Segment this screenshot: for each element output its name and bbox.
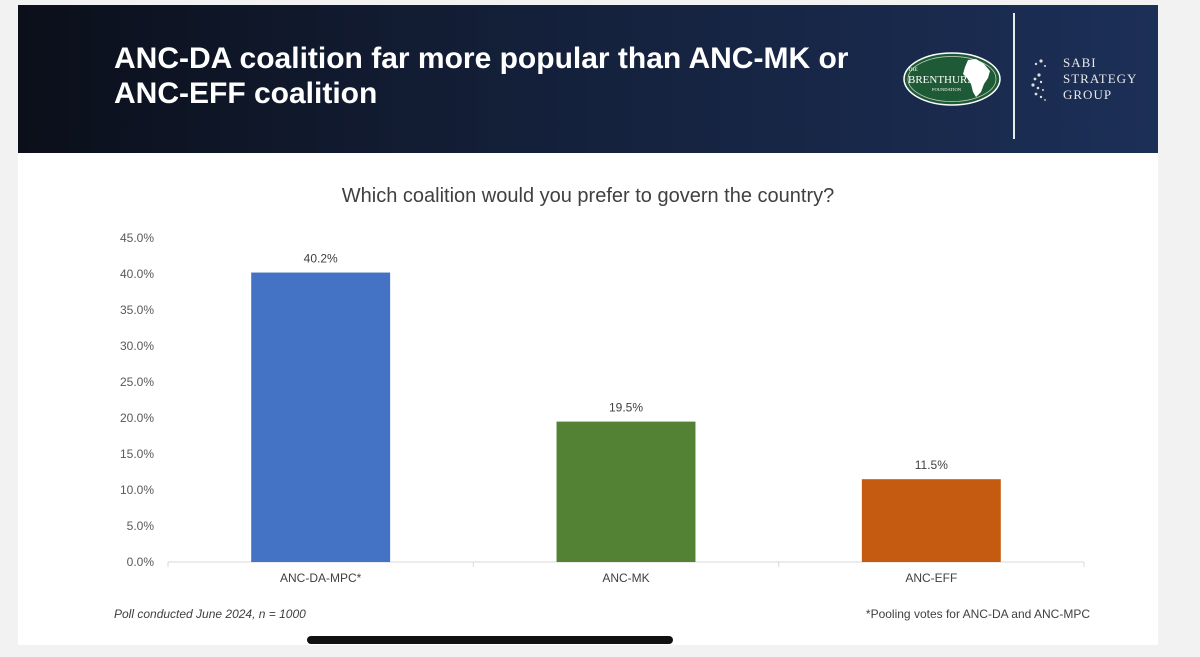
x-category-label: ANC-EFF xyxy=(905,571,957,585)
bar-chart: 0.0% 5.0% 10.0% 15.0% 20.0% 25.0% 30.0% 35.0% 40… xyxy=(120,231,1085,585)
bar-value-label: 40.2% xyxy=(304,252,338,266)
sabi-line-2: STRATEGY xyxy=(1063,71,1138,86)
y-tick-label: 15.0% xyxy=(120,447,154,461)
sabi-dots-icon xyxy=(1031,59,1046,101)
sabi-line-3: GROUP xyxy=(1063,87,1113,102)
y-tick-label: 35.0% xyxy=(120,303,154,317)
y-tick-label: 45.0% xyxy=(120,231,154,245)
bar-anc-eff xyxy=(861,479,1001,562)
slide-title-line-2: ANC-EFF coalition xyxy=(114,77,378,110)
x-category-label: ANC-DA-MPC* xyxy=(280,571,362,585)
y-tick-label: 0.0% xyxy=(127,555,155,569)
y-tick-label: 5.0% xyxy=(127,519,155,533)
y-tick-label: 30.0% xyxy=(120,339,154,353)
slide-title: ANC-DA coalition far more popular than A… xyxy=(114,41,904,111)
brenthurst-name: BRENTHURST xyxy=(908,74,980,86)
sabi-strategy-group-logo: SABI STRATEGY GROUP xyxy=(1063,55,1137,103)
brenthurst-foundation-logo: THE BRENTHURST FOUNDATION xyxy=(903,52,1001,106)
pooling-footnote: *Pooling votes for ANC-DA and ANC-MPC xyxy=(865,607,1090,621)
home-indicator-bar[interactable] xyxy=(307,636,673,644)
y-tick-label: 25.0% xyxy=(120,375,154,389)
poll-footnote: Poll conducted June 2024, n = 1000 xyxy=(114,607,306,621)
brenthurst-small-bottom: FOUNDATION xyxy=(932,87,962,92)
bar-value-label: 19.5% xyxy=(609,401,643,415)
sabi-line-1: SABI xyxy=(1063,55,1097,70)
logo-divider xyxy=(1013,13,1015,139)
y-tick-label: 10.0% xyxy=(120,483,154,497)
bar-anc-da-mpc xyxy=(251,272,391,562)
chart-title: Which coalition would you prefer to gove… xyxy=(341,185,835,207)
bar-anc-mk xyxy=(556,421,696,562)
slide: ANC-DA coalition far more popular than A… xyxy=(18,5,1158,645)
y-tick-label: 20.0% xyxy=(120,411,154,425)
slide-title-line-1: ANC-DA coalition far more popular than A… xyxy=(114,42,849,75)
brenthurst-small-top: THE xyxy=(908,68,918,73)
y-tick-label: 40.0% xyxy=(120,267,154,281)
x-category-label: ANC-MK xyxy=(602,571,649,585)
header-banner: ANC-DA coalition far more popular than A… xyxy=(18,5,1158,153)
bar-value-label: 11.5% xyxy=(915,458,948,472)
